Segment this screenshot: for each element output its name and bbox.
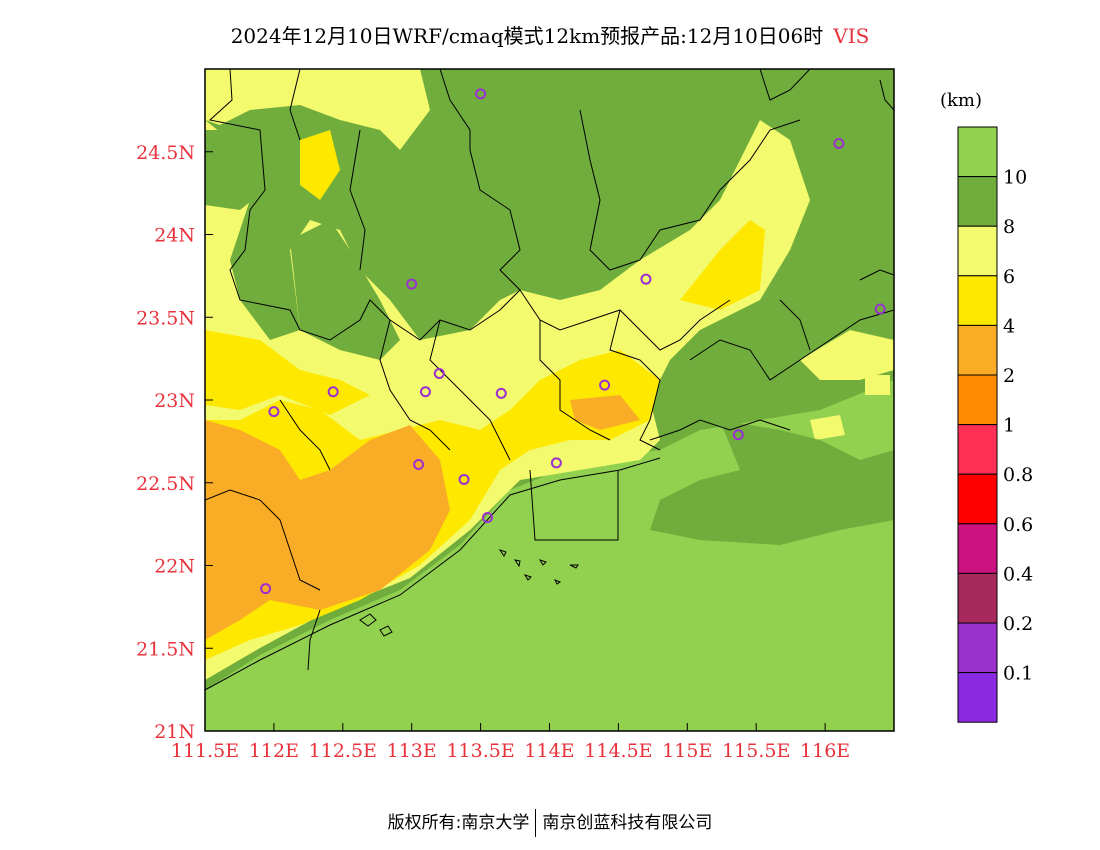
lat-tick-label: 21N: [154, 721, 195, 743]
lon-tick-label: 114E: [524, 740, 574, 762]
lat-tick-label: 24.5N: [136, 142, 195, 164]
legend-label: 0.4: [1003, 563, 1033, 585]
station-marker: [406, 278, 418, 290]
legend-label: 0.8: [1003, 464, 1033, 486]
lat-tick-label: 23N: [154, 390, 195, 412]
station-marker: [433, 368, 445, 380]
variable-name: VIS: [833, 24, 870, 48]
lon-tick-label: 111.5E: [171, 740, 239, 762]
legend-swatch: [957, 176, 998, 227]
lon-tick-label: 112E: [249, 740, 299, 762]
footer-left: 版权所有:南京大学: [387, 813, 530, 833]
legend-swatch: [957, 572, 998, 624]
station-marker: [599, 379, 611, 391]
legend-label: 6: [1003, 266, 1015, 288]
station-marker: [475, 88, 487, 100]
footer-right: 南京创蓝科技有限公司: [542, 813, 713, 833]
lon-tick-label: 114.5E: [584, 740, 652, 762]
legend-swatch: [957, 374, 998, 426]
lon-tick-label: 113E: [387, 740, 437, 762]
legend-label: 1: [1003, 415, 1015, 437]
station-marker: [640, 273, 652, 285]
lat-tick-label: 22.5N: [136, 473, 195, 495]
footer-copyright: 版权所有:南京大学 南京创蓝科技有限公司: [0, 808, 1100, 837]
lat-tick-label: 23.5N: [136, 307, 195, 329]
visibility-field: [205, 69, 894, 731]
station-marker: [413, 459, 425, 471]
legend-unit: (km): [940, 90, 983, 111]
title-text: 2024年12月10日WRF/cmaq模式12km预报产品:12月10日06时: [230, 24, 824, 48]
legend-label: 10: [1003, 167, 1027, 189]
lon-tick-label: 113.5E: [446, 740, 514, 762]
lon-tick-label: 115E: [662, 740, 712, 762]
station-marker: [874, 303, 886, 315]
legend-label: 2: [1003, 365, 1015, 387]
legend-label: 0.2: [1003, 613, 1033, 635]
legend-swatch: [957, 424, 998, 475]
page-title: 2024年12月10日WRF/cmaq模式12km预报产品:12月10日06时 V…: [0, 20, 1100, 49]
station-marker: [260, 583, 272, 595]
legend-label: 0.6: [1003, 514, 1033, 536]
station-marker: [833, 137, 845, 149]
legend-swatch: [957, 473, 998, 525]
legend-label: 8: [1003, 216, 1015, 238]
station-marker: [550, 457, 562, 469]
station-marker: [495, 387, 507, 399]
footer-separator: [535, 809, 537, 837]
station-marker: [419, 386, 431, 398]
lat-tick-label: 21.5N: [136, 638, 195, 660]
lon-tick-label: 116E: [800, 740, 850, 762]
legend-swatch: [957, 275, 998, 326]
station-marker: [458, 473, 470, 485]
station-marker: [268, 406, 280, 418]
legend-swatch: [957, 126, 998, 178]
station-marker: [732, 429, 744, 441]
lon-tick-label: 115.5E: [722, 740, 790, 762]
legend-swatch: [957, 523, 998, 574]
legend-swatch: [957, 324, 998, 376]
station-marker: [481, 512, 493, 524]
legend-swatch: [957, 225, 998, 277]
lat-tick-label: 24N: [154, 225, 195, 247]
legend-swatch: [957, 622, 998, 674]
legend-label: 4: [1003, 315, 1015, 337]
legend-swatch: [957, 672, 998, 723]
lon-tick-label: 112.5E: [309, 740, 377, 762]
lat-tick-label: 22N: [154, 556, 195, 578]
station-marker: [327, 386, 339, 398]
legend-label: 0.1: [1003, 663, 1033, 685]
